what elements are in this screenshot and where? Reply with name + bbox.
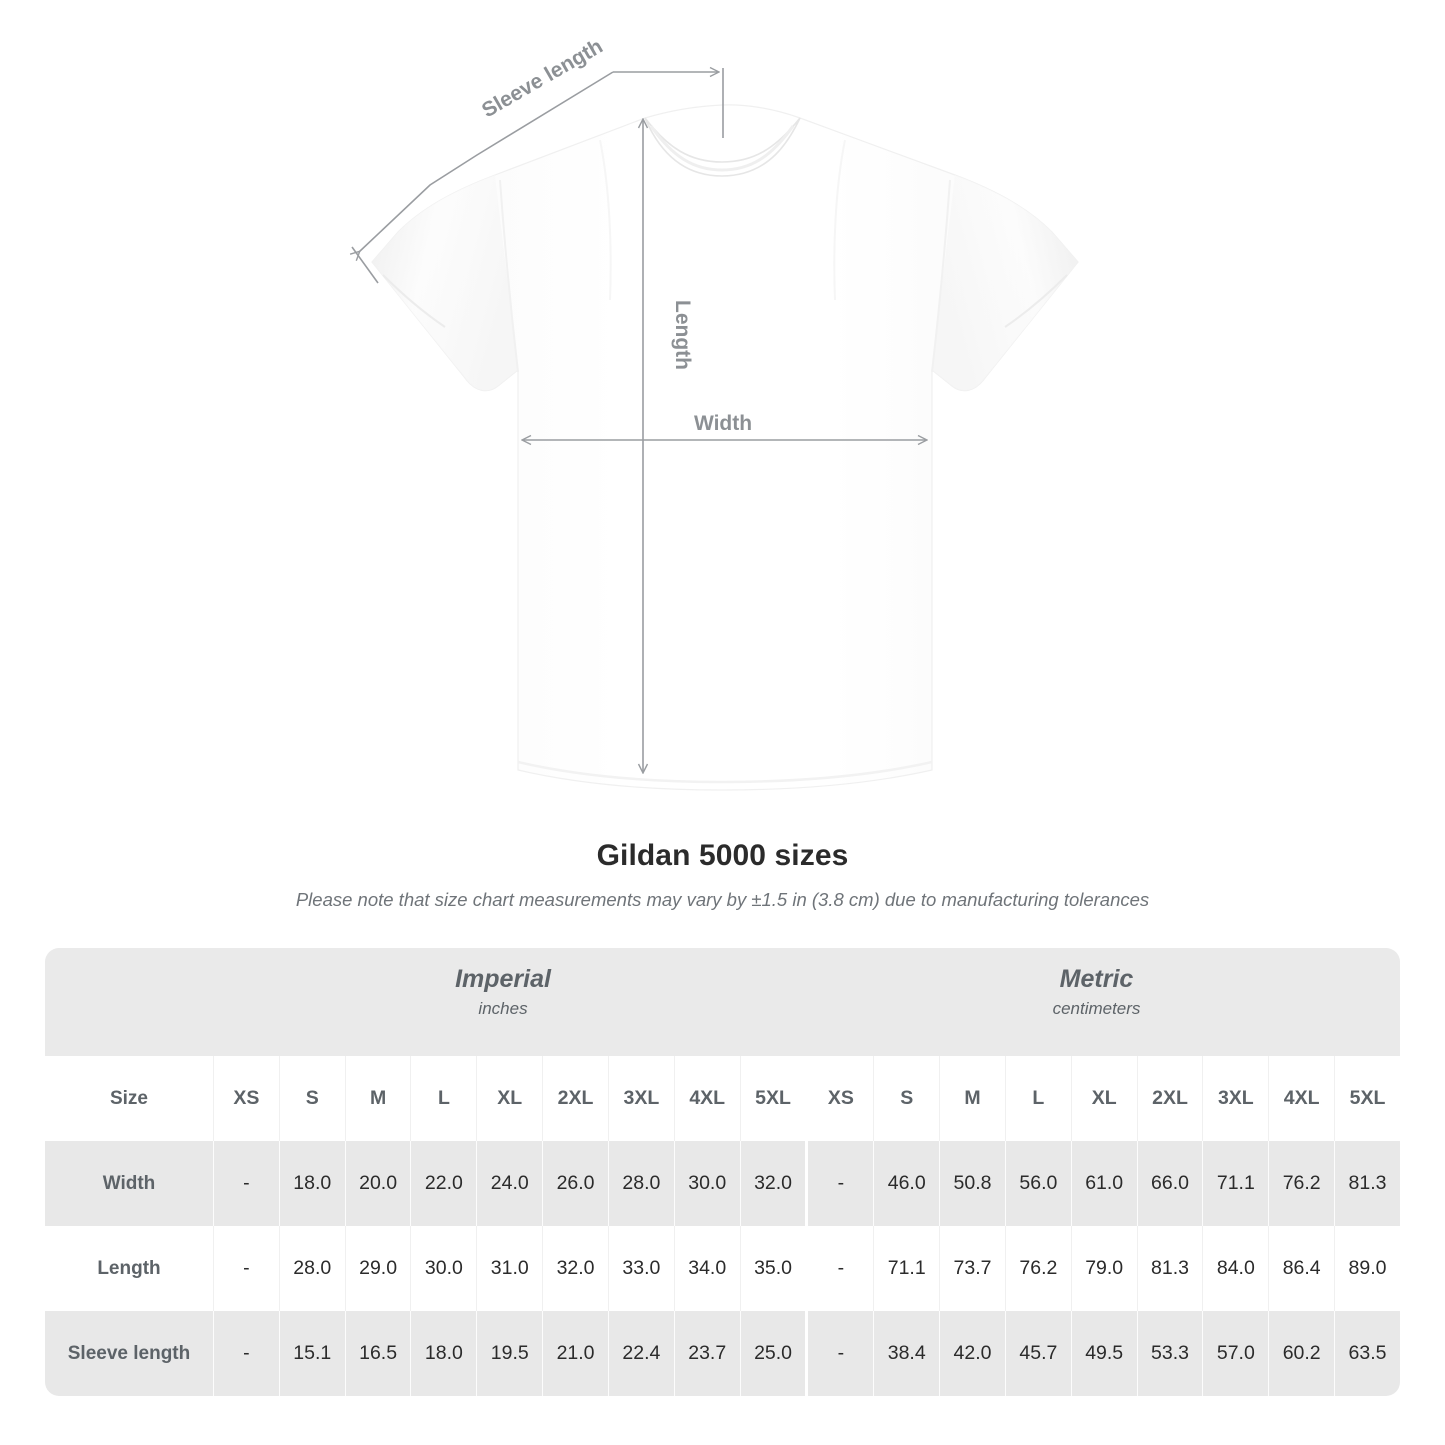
unit-system-imperial: Imperial inches xyxy=(45,948,793,1056)
tshirt-illustration: Sleeve length Length Width xyxy=(0,35,1079,791)
cell-length-metric-3xl: 84.0 xyxy=(1202,1226,1268,1311)
table-header-row: Size XS S M L XL 2XL 3XL 4XL 5XL XS S M L XL 2XL 3XL 4XL… xyxy=(45,1056,1400,1141)
column-header-imperial-m: M xyxy=(344,1056,411,1141)
cell-width-imperial-5xl: 32.0 xyxy=(739,1141,806,1226)
page-title: Gildan 5000 sizes xyxy=(596,839,849,872)
unit-system-name-metric: Metric xyxy=(1059,965,1134,993)
cell-length-imperial-xs: - xyxy=(213,1226,279,1311)
column-header-imperial-xs: XS xyxy=(213,1056,279,1141)
cell-length-imperial-s: 28.0 xyxy=(278,1226,345,1311)
sleeve-length-dimension xyxy=(352,68,724,284)
cell-sleeve-length-metric-xs: - xyxy=(805,1311,873,1396)
row-label-length: Length xyxy=(97,1257,161,1279)
cell-sleeve-length-imperial-m: 16.5 xyxy=(344,1311,411,1396)
cell-sleeve-length-imperial-4xl: 23.7 xyxy=(673,1311,740,1396)
cell-width-metric-5xl: 81.3 xyxy=(1334,1141,1400,1226)
cell-width-metric-xl: 61.0 xyxy=(1070,1141,1137,1226)
sleeve-length-label: Sleeve length xyxy=(478,35,607,123)
cell-sleeve-length-metric-4xl: 60.2 xyxy=(1268,1311,1334,1396)
cell-width-metric-xs: - xyxy=(805,1141,873,1226)
cell-sleeve-length-metric-5xl: 63.5 xyxy=(1334,1311,1400,1396)
cell-width-metric-m: 50.8 xyxy=(939,1141,1005,1226)
cell-width-metric-4xl: 76.2 xyxy=(1268,1141,1334,1226)
unit-system-name-imperial: Imperial xyxy=(455,965,551,993)
cell-length-imperial-2xl: 32.0 xyxy=(542,1226,608,1311)
column-header-imperial-s: S xyxy=(278,1056,345,1141)
cell-width-imperial-s: 18.0 xyxy=(278,1141,345,1226)
cell-length-imperial-3xl: 33.0 xyxy=(607,1226,674,1311)
cell-width-metric-3xl: 71.1 xyxy=(1202,1141,1268,1226)
chart-title-block: Gildan 5000 sizes Please note that size … xyxy=(0,838,1445,912)
unit-system-unit-imperial: inches xyxy=(478,999,528,1018)
cell-sleeve-length-imperial-3xl: 22.4 xyxy=(607,1311,674,1396)
column-header-metric-xs: XS xyxy=(805,1056,873,1141)
cell-width-metric-l: 56.0 xyxy=(1004,1141,1071,1226)
cell-width-imperial-l: 22.0 xyxy=(410,1141,476,1226)
cell-length-metric-xs: - xyxy=(805,1226,873,1311)
length-label: Length xyxy=(671,300,694,370)
column-header-metric-3xl: 3XL xyxy=(1202,1056,1268,1141)
cell-length-imperial-4xl: 34.0 xyxy=(673,1226,740,1311)
cell-length-imperial-m: 29.0 xyxy=(344,1226,411,1311)
cell-width-imperial-2xl: 26.0 xyxy=(542,1141,608,1226)
table-row: Sleeve length -15.1 16.5 18.0 19.5 21.0 22.4 2… xyxy=(45,1311,1400,1396)
column-header-metric-2xl: 2XL xyxy=(1136,1056,1203,1141)
cell-width-imperial-4xl: 30.0 xyxy=(673,1141,740,1226)
cell-width-imperial-xl: 24.0 xyxy=(476,1141,542,1226)
column-header-metric-s: S xyxy=(873,1056,939,1141)
cell-width-imperial-m: 20.0 xyxy=(344,1141,411,1226)
cell-width-imperial-xs: - xyxy=(213,1141,279,1226)
column-header-metric-5xl: 5XL xyxy=(1334,1056,1400,1141)
cell-sleeve-length-imperial-2xl: 21.0 xyxy=(542,1311,608,1396)
column-header-imperial-3xl: 3XL xyxy=(607,1056,674,1141)
cell-length-metric-xl: 79.0 xyxy=(1070,1226,1137,1311)
column-header-metric-l: L xyxy=(1004,1056,1071,1141)
column-header-metric-xl: XL xyxy=(1070,1056,1137,1141)
cell-sleeve-length-metric-3xl: 57.0 xyxy=(1202,1311,1268,1396)
cell-sleeve-length-metric-2xl: 53.3 xyxy=(1136,1311,1203,1396)
cell-sleeve-length-metric-l: 45.7 xyxy=(1004,1311,1071,1396)
unit-system-unit-metric: centimeters xyxy=(1052,999,1141,1018)
cell-sleeve-length-imperial-s: 15.1 xyxy=(278,1311,345,1396)
column-header-metric-4xl: 4XL xyxy=(1268,1056,1334,1141)
cell-length-metric-5xl: 89.0 xyxy=(1334,1226,1400,1311)
column-header-size: Size xyxy=(109,1087,149,1109)
cell-width-imperial-3xl: 28.0 xyxy=(607,1141,674,1226)
column-header-imperial-l: L xyxy=(410,1056,476,1141)
cell-length-metric-l: 76.2 xyxy=(1004,1226,1071,1311)
column-header-metric-m: M xyxy=(939,1056,1005,1141)
cell-sleeve-length-imperial-xs: - xyxy=(213,1311,279,1396)
column-header-imperial-4xl: 4XL xyxy=(673,1056,740,1141)
cell-sleeve-length-imperial-5xl: 25.0 xyxy=(739,1311,806,1396)
row-label-sleeve-length: Sleeve length xyxy=(67,1342,191,1364)
cell-sleeve-length-metric-m: 42.0 xyxy=(939,1311,1005,1396)
cell-sleeve-length-metric-s: 38.4 xyxy=(873,1311,939,1396)
size-chart-table: Imperial inches Metric centimeters Size … xyxy=(45,948,1400,1398)
cell-length-imperial-5xl: 35.0 xyxy=(739,1226,806,1311)
cell-length-metric-2xl: 81.3 xyxy=(1136,1226,1203,1311)
cell-length-imperial-xl: 31.0 xyxy=(476,1226,542,1311)
unit-system-metric: Metric centimeters xyxy=(793,948,1400,1056)
table-row: Length -28.0 29.0 30.0 31.0 32.0 33.0 34.0 35.0… xyxy=(45,1226,1400,1311)
tshirt-shape xyxy=(371,104,1079,791)
column-header-imperial-xl: XL xyxy=(476,1056,542,1141)
cell-width-metric-2xl: 66.0 xyxy=(1136,1141,1203,1226)
cell-length-metric-m: 73.7 xyxy=(939,1226,1005,1311)
tshirt-diagram: Sleeve length Length Width xyxy=(0,35,1079,791)
cell-sleeve-length-imperial-xl: 19.5 xyxy=(476,1311,542,1396)
cell-length-metric-s: 71.1 xyxy=(873,1226,939,1311)
width-label: Width xyxy=(694,412,752,435)
cell-sleeve-length-imperial-l: 18.0 xyxy=(410,1311,476,1396)
tolerance-note: Please note that size chart measurements… xyxy=(295,889,1150,910)
cell-length-metric-4xl: 86.4 xyxy=(1268,1226,1334,1311)
column-header-imperial-5xl: 5XL xyxy=(739,1056,806,1141)
table-row: Width -18.0 20.0 22.0 24.0 26.0 28.0 30.0 32.0-… xyxy=(45,1141,1400,1226)
cell-sleeve-length-metric-xl: 49.5 xyxy=(1070,1311,1137,1396)
cell-length-imperial-l: 30.0 xyxy=(410,1226,476,1311)
column-header-imperial-2xl: 2XL xyxy=(542,1056,608,1141)
row-label-width: Width xyxy=(102,1172,156,1194)
cell-width-metric-s: 46.0 xyxy=(873,1141,939,1226)
